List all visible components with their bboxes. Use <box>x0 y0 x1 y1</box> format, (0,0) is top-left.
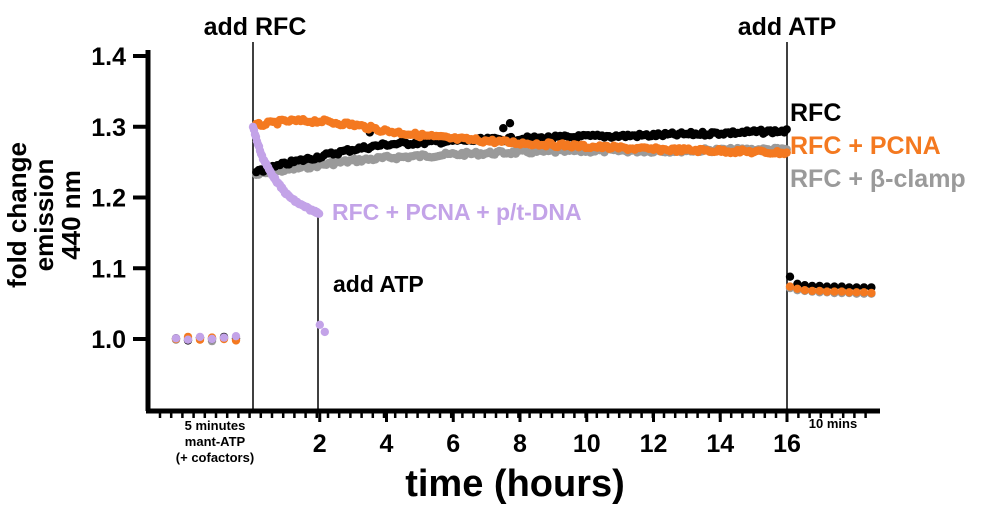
point-rfc-outlier <box>499 124 508 133</box>
point-rfc-pcna-post <box>800 286 809 295</box>
y-axis-label-line-3: 440 nm <box>56 170 86 260</box>
point-rfc-pcna-post <box>859 288 869 297</box>
x-tick-label: 8 <box>513 430 527 458</box>
y-tick-label: 1.0 <box>91 326 126 354</box>
point-rfc-pcna-post <box>830 287 839 296</box>
x-tick-label: 6 <box>446 430 460 458</box>
post-segment-label: 10 mins <box>809 416 857 431</box>
x-tick-label: 14 <box>706 430 734 458</box>
point-rfc-post <box>785 272 795 281</box>
point-rfc-pcna-post <box>845 288 854 297</box>
point-rfc-pcna-post <box>785 282 795 291</box>
point-rfc-pcna-p-t-dna-pre <box>171 334 181 343</box>
x-ticks: 2 4 6 8 10 12 14 16 <box>158 411 867 458</box>
series-label-rfc-pcna-dna: RFC + PCNA + p/t-DNA <box>332 199 582 225</box>
add-atp-purple-annotation: add ATP <box>333 271 424 297</box>
pre-segment-label-2: mant-ATP <box>185 434 246 449</box>
point-rfc-pcna-p-t-dna-pre <box>207 334 217 344</box>
add-atp-annotation: add ATP <box>738 13 837 41</box>
point-rfc-pcna-post <box>852 288 861 297</box>
point-rfc-pcna-post <box>815 286 824 296</box>
series-label-rfc: RFC <box>790 99 841 127</box>
point-rfc <box>782 125 791 134</box>
point-rfc-outlier <box>505 119 515 128</box>
point-rfc-pcna-post <box>867 288 876 298</box>
pre-segment-label-1: 5 minutes <box>185 418 246 433</box>
point-rfc-pcna-post <box>793 284 802 293</box>
x-axis-label: time (hours) <box>405 463 625 505</box>
point-rfc-pcna-p-t-dna-pre <box>183 335 193 344</box>
series-label-rfc-bclamp: RFC + β-clamp <box>790 165 966 193</box>
x-tick-label: 16 <box>773 430 801 458</box>
point-rfc-pcna-p-t-dna-pre <box>195 332 205 342</box>
series-label-rfc-pcna: RFC + PCNA <box>790 132 941 160</box>
data-points <box>171 115 876 346</box>
y-tick-label: 1.1 <box>91 255 126 283</box>
y-tick-label: 1.2 <box>91 185 126 213</box>
y-axis-label-line-1: fold change <box>2 142 32 288</box>
point-rfc-pcna-p-t-dna-after-atp <box>320 327 329 337</box>
x-tick-label: 12 <box>640 430 668 458</box>
y-axis-label-line-2: emission <box>29 159 59 272</box>
add-rfc-annotation: add RFC <box>204 13 307 41</box>
x-tick-label: 10 <box>573 430 601 458</box>
x-tick-label: 4 <box>380 430 394 458</box>
point-rfc-pcna-post <box>822 287 832 296</box>
point-rfc-pcna-p-t-dna-pre <box>219 333 229 342</box>
point-rfc-pcna-p-t-dna-pre <box>231 332 241 341</box>
point-rfc-pcna-p-t-dna-after-atp <box>315 320 324 329</box>
pre-segment-label-3: (+ cofactors) <box>176 450 254 465</box>
y-tick-label: 1.4 <box>91 43 126 71</box>
point-rfc-pcna-post <box>808 286 817 296</box>
x-tick-label: 2 <box>313 430 327 458</box>
y-ticks: 1.0 1.1 1.2 1.3 1.4 <box>91 43 148 354</box>
point-rfc-pcna <box>782 148 791 157</box>
point-rfc-pcna-post <box>837 287 846 296</box>
y-tick-label: 1.3 <box>91 114 126 142</box>
point-rfc-pcna-p-t-dna <box>314 209 324 218</box>
